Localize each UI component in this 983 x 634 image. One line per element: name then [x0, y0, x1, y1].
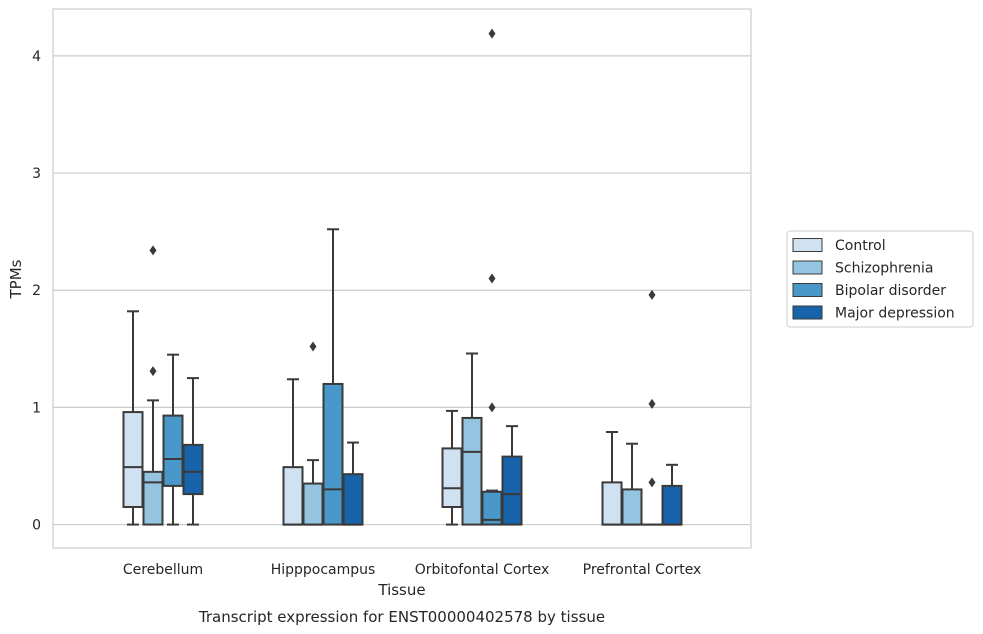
- box-bipolar-disorder-orbitofontal-cortex: [481, 28, 503, 526]
- box-iqr: [601, 481, 623, 526]
- x-tick-label: Prefrontal Cortex: [583, 562, 702, 578]
- legend-label: Schizophrenia: [835, 261, 933, 277]
- x-tick-labels: Cerebellum Hipppocampus Orbitofontal Corte…: [123, 562, 701, 578]
- x-tick-label: Cerebellum: [123, 562, 203, 578]
- box-iqr: [342, 473, 364, 526]
- y-tick-label: 1: [32, 400, 41, 416]
- outlier-point: [648, 398, 656, 409]
- legend-swatch: [792, 305, 823, 320]
- box-schizophrenia-cerebellum: [142, 245, 164, 526]
- outlier-point: [488, 28, 496, 39]
- box-iqr: [182, 443, 204, 496]
- legend-frame: [786, 230, 974, 328]
- box-iqr: [142, 470, 164, 526]
- box-major-depression-prefrontal-cortex: [661, 463, 683, 526]
- box-iqr: [501, 455, 523, 526]
- chart-caption: Transcript expression for ENST0000040257…: [198, 608, 605, 626]
- box-iqr: [162, 414, 184, 487]
- box-iqr: [322, 382, 344, 526]
- box-major-depression-orbitofontal-cortex: [501, 425, 523, 526]
- box-iqr: [302, 482, 324, 526]
- outlier-point: [149, 366, 157, 377]
- legend-item-schizophrenia: Schizophrenia: [792, 260, 933, 277]
- box-control-prefrontal-cortex: [601, 430, 623, 526]
- box-schizophrenia-orbitofontal-cortex: [461, 352, 483, 526]
- y-tick-label: 0: [32, 518, 41, 534]
- legend: Control Schizophrenia Bipolar disorder Majo…: [786, 230, 974, 328]
- outlier-point: [149, 245, 157, 256]
- x-tick-label: Hipppocampus: [271, 562, 376, 578]
- outlier-point: [309, 341, 317, 352]
- box-iqr: [122, 411, 144, 508]
- grid-lines: [53, 55, 751, 526]
- y-tick-label: 2: [32, 283, 41, 299]
- box-iqr: [441, 447, 463, 508]
- legend-swatch: [792, 238, 823, 252]
- box-control-orbitofontal-cortex: [441, 409, 463, 526]
- box-schizophrenia-prefrontal-cortex: [621, 442, 643, 526]
- legend-label: Control: [835, 238, 886, 254]
- box-major-depression-cerebellum: [182, 377, 204, 526]
- plot-frame: [52, 8, 752, 549]
- legend-label: Major depression: [835, 306, 955, 322]
- y-tick-label: 4: [32, 49, 41, 65]
- box-control-hipppocampus: [282, 378, 304, 526]
- box-iqr: [621, 488, 643, 526]
- box-iqr: [661, 484, 683, 526]
- box-control-cerebellum: [122, 310, 144, 526]
- box-iqr: [282, 466, 304, 526]
- box-iqr: [461, 416, 483, 526]
- box-major-depression-hipppocampus: [342, 441, 364, 526]
- outlier-point: [488, 273, 496, 284]
- x-axis-label: Tissue: [377, 581, 425, 599]
- legend-item-bipolar-disorder: Bipolar disorder: [792, 283, 946, 299]
- box-schizophrenia-hipppocampus: [302, 341, 324, 526]
- box-bipolar-disorder-hipppocampus: [322, 228, 344, 526]
- legend-item-major-depression: Major depression: [792, 305, 955, 322]
- outlier-point: [648, 477, 656, 488]
- legend-label: Bipolar disorder: [835, 283, 946, 299]
- legend-swatch: [792, 283, 823, 297]
- outlier-point: [648, 289, 656, 300]
- box-bipolar-disorder-cerebellum: [162, 353, 184, 526]
- outlier-point: [488, 402, 496, 413]
- x-tick-label: Orbitofontal Cortex: [415, 562, 550, 578]
- y-tick-label: 3: [32, 166, 41, 182]
- legend-swatch: [792, 260, 823, 275]
- y-tick-labels: 0 1 2 3 4: [32, 49, 41, 534]
- y-axis-label: TPMs: [7, 259, 25, 299]
- legend-item-control: Control: [792, 238, 886, 254]
- boxes-layer: [122, 28, 683, 526]
